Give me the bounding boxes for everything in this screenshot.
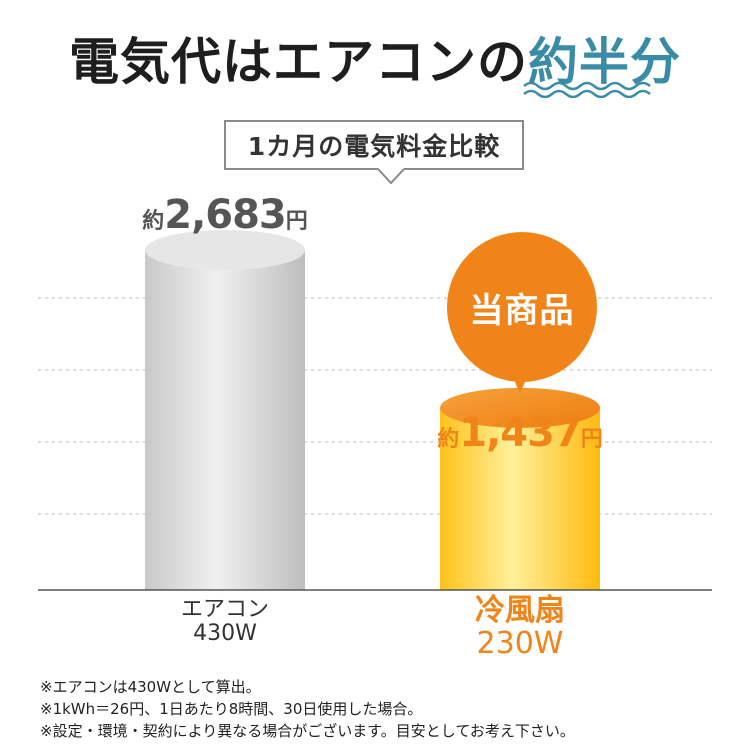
- value-prefix: 約: [142, 209, 165, 234]
- badge-label: 当商品: [469, 290, 575, 331]
- value-number: 1,437: [459, 410, 582, 456]
- footnote-1: ※エアコンは430Wとして算出。: [40, 678, 261, 696]
- value-prefix: 約: [437, 427, 460, 452]
- value-unit: 円: [285, 209, 308, 234]
- footnotes: ※エアコンは430Wとして算出。 ※1kWh＝26円、1日あたり8時間、30日使…: [40, 676, 730, 742]
- this-product-badge: 当商品: [447, 232, 597, 382]
- chart-title: 1カ月の電気料金比較: [247, 132, 501, 161]
- footnote-2: ※1kWh＝26円、1日あたり8時間、30日使用した場合。: [40, 700, 423, 718]
- bar-body: [145, 250, 305, 590]
- category-watts: 430W: [193, 621, 257, 647]
- value-number: 2,683: [164, 192, 287, 238]
- value-unit: 円: [580, 427, 603, 452]
- category-label-fan: 冷風扇 230W: [420, 594, 620, 660]
- bar-top-cap: [440, 387, 600, 428]
- page-headline: 電気代はエアコンの約半分: [0, 22, 750, 94]
- category-name: 冷風扇: [475, 593, 565, 628]
- bar-1: [440, 387, 600, 590]
- category-name: エアコン: [180, 597, 269, 622]
- value-label-aircon: 約2,683円: [125, 192, 325, 238]
- headline-accent: 約半分: [528, 33, 681, 91]
- category-label-aircon: エアコン 430W: [125, 597, 325, 647]
- value-label-fan: 約1,437円: [415, 410, 625, 456]
- bar-top-cap: [145, 230, 305, 270]
- wave-decoration: [523, 81, 651, 98]
- bar-body: [440, 407, 600, 590]
- callout-pointer: [378, 168, 404, 184]
- footnote-3: ※設定・環境・契約により異なる場合がございます。目安としてお考え下さい。: [40, 722, 575, 740]
- headline-text: 電気代はエアコンの: [69, 33, 528, 91]
- category-watts: 230W: [476, 626, 564, 661]
- chart-title-callout: 1カ月の電気料金比較: [224, 120, 524, 170]
- bar-0: [145, 230, 305, 590]
